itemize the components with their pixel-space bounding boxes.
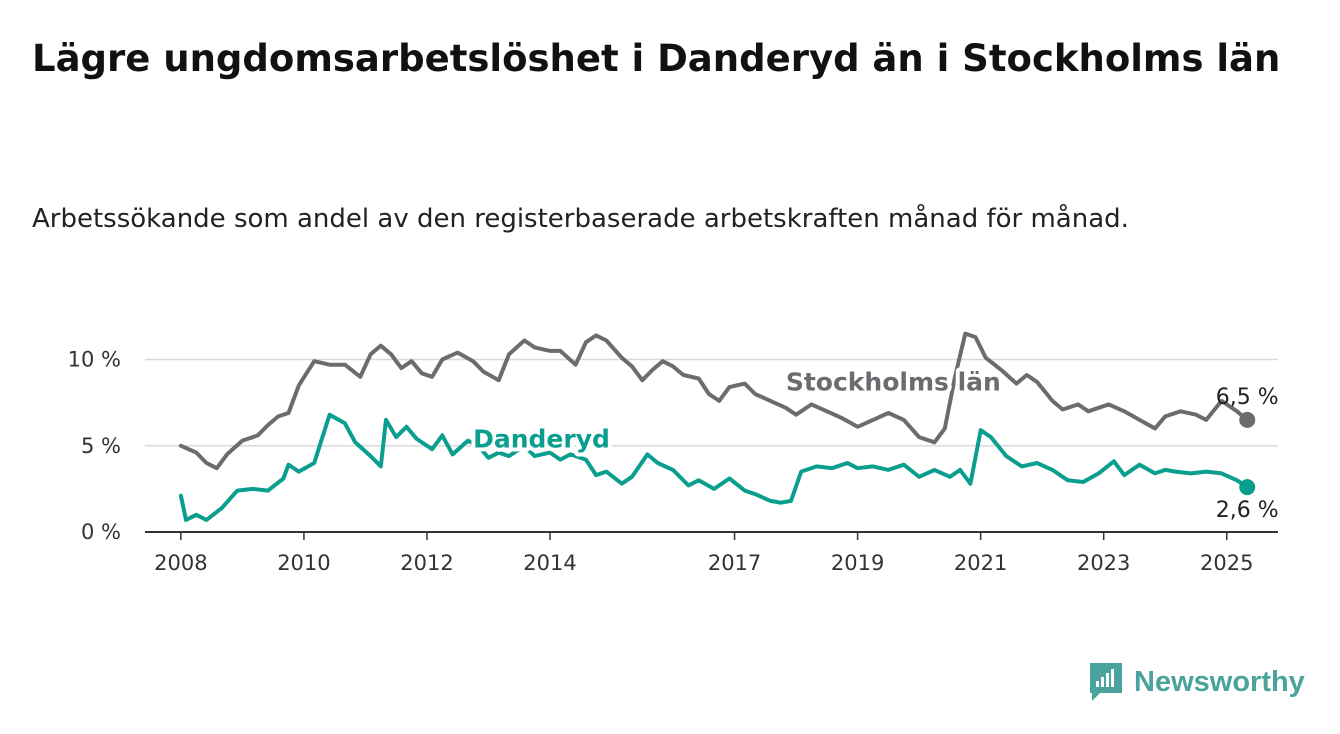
x-tick-label: 2012 [400, 551, 453, 575]
axis-layer: 0 % 5 % 10 % 2008 2010 2012 2014 2017 2019 2021 20… [68, 348, 1278, 575]
series-line-danderyd [178, 412, 1250, 522]
series-layer [178, 331, 1256, 522]
y-tick-label: 10 % [68, 348, 121, 372]
brand-logo: Newsworthy [1088, 660, 1305, 704]
series-end-point-danderyd [1239, 479, 1256, 496]
label-layer: 6,5 % Stockholms län 2,6 % Danderyd [469, 364, 1279, 524]
x-tick-label: 2017 [708, 551, 761, 575]
x-tick-label: 2023 [1077, 551, 1130, 575]
series-line-stockholms-l-n [178, 331, 1250, 471]
x-tick-label: 2021 [954, 551, 1007, 575]
x-tick-label: 2014 [523, 551, 576, 575]
series-end-label-danderyd: 2,6 % [1216, 498, 1279, 523]
x-tick-label: 2025 [1200, 551, 1253, 575]
y-tick-label: 0 % [81, 520, 121, 544]
brand-name: Newsworthy [1134, 665, 1305, 698]
y-tick-label: 5 % [81, 434, 121, 458]
x-tick-label: 2019 [831, 551, 884, 575]
series-label-danderyd: Danderyd [473, 424, 610, 453]
x-tick-label: 2010 [277, 551, 330, 575]
series-end-point-stockholms-l-n [1239, 411, 1256, 428]
series-label-stockholms-l-n: Stockholms län [786, 368, 1001, 397]
x-tick-label: 2008 [154, 551, 207, 575]
chart-title: Lägre ungdomsarbetslöshet i Danderyd än … [32, 37, 1281, 80]
chart-subtitle: Arbetssökande som andel av den registerb… [32, 204, 1129, 234]
newsworthy-logo-icon [1090, 663, 1122, 701]
series-end-label-stockholms-l-n: 6,5 % [1216, 385, 1279, 410]
grid-layer [145, 358, 1278, 447]
